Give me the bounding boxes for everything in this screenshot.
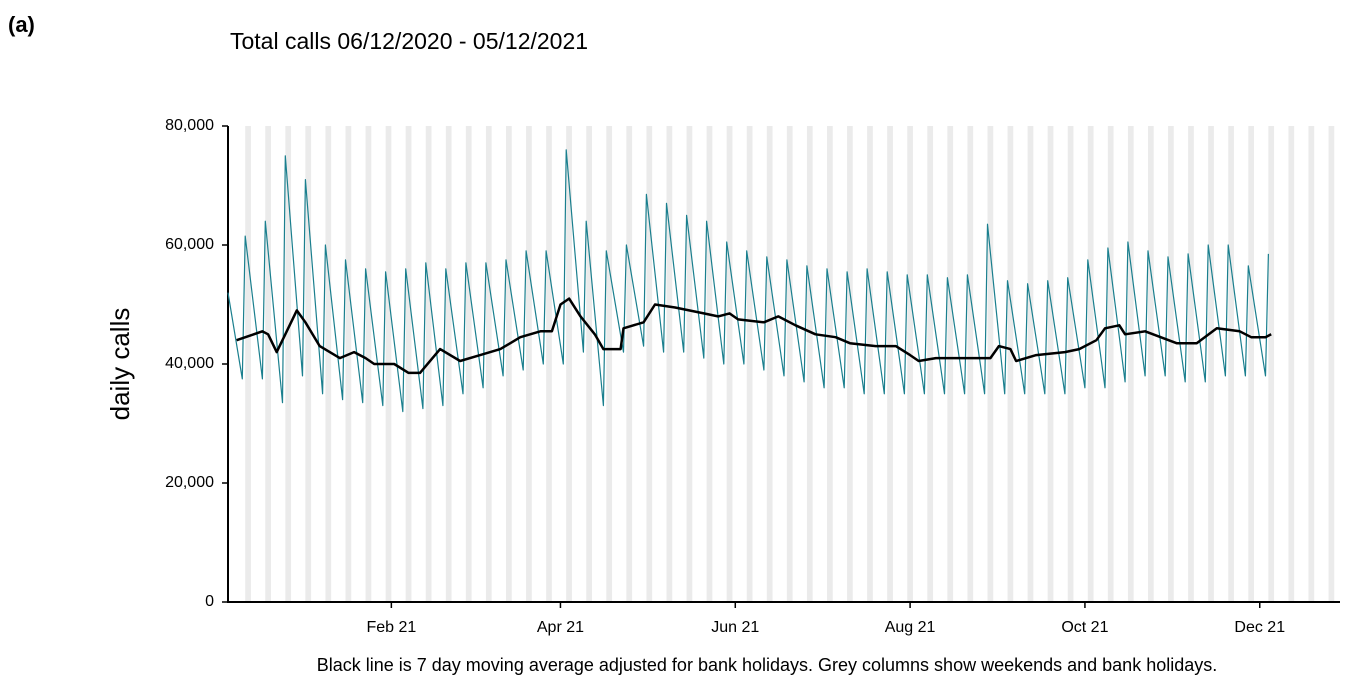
weekend-column xyxy=(445,126,452,602)
weekend-column xyxy=(766,126,773,602)
weekend-column xyxy=(746,126,753,602)
series-line xyxy=(236,297,1272,375)
x-tick-label: Aug 21 xyxy=(885,619,936,636)
x-tick-label: Feb 21 xyxy=(366,619,416,636)
weekend-column xyxy=(726,126,733,602)
weekend-column xyxy=(1087,126,1094,602)
x-tick-label: Dec 21 xyxy=(1234,619,1285,636)
weekend-column xyxy=(1007,126,1014,602)
y-tick-label: 40,000 xyxy=(165,355,214,372)
y-tick-label: 20,000 xyxy=(165,474,214,491)
weekend-column xyxy=(806,126,813,602)
weekend-column xyxy=(245,126,251,602)
plot-area: 0 20,000 40,000 60,000 80,000 Feb 21 Apr 21 Jun… xyxy=(165,117,1340,636)
weekend-column xyxy=(1248,126,1255,602)
weekend-column xyxy=(586,126,592,602)
y-tick-label: 60,000 xyxy=(165,236,214,253)
weekend-column xyxy=(987,126,994,602)
weekend-column xyxy=(1328,126,1335,602)
weekend-column xyxy=(646,126,653,602)
weekend-column xyxy=(526,126,532,602)
chart-title: Total calls 06/12/2020 - 05/12/2021 xyxy=(230,28,588,54)
weekend-column xyxy=(867,126,873,602)
weekend-column xyxy=(686,126,693,602)
weekend-column xyxy=(405,126,412,602)
weekend-columns xyxy=(245,126,1335,602)
weekend-column xyxy=(826,126,833,602)
y-tick-label: 80,000 xyxy=(165,117,214,134)
weekend-column xyxy=(847,126,853,602)
weekend-column xyxy=(305,126,312,602)
weekend-column xyxy=(666,126,673,602)
weekend-column xyxy=(947,126,954,602)
weekend-column xyxy=(1067,126,1074,602)
weekend-column xyxy=(1168,126,1174,602)
weekend-column xyxy=(506,126,512,602)
weekend-column xyxy=(1047,126,1054,602)
weekend-column xyxy=(706,126,713,602)
y-tick-label: 0 xyxy=(205,593,214,610)
weekend-column xyxy=(285,126,292,602)
weekend-column xyxy=(345,126,352,602)
weekend-column xyxy=(606,126,613,602)
weekend-column xyxy=(1127,126,1134,602)
series-line xyxy=(227,149,1269,413)
weekend-column xyxy=(265,126,271,602)
x-tick-label: Jun 21 xyxy=(711,619,759,636)
weekend-column xyxy=(1107,126,1114,602)
weekend-column xyxy=(1228,126,1234,602)
weekend-column xyxy=(626,126,633,602)
weekend-column xyxy=(786,126,793,602)
weekend-column xyxy=(887,126,893,602)
weekend-column xyxy=(907,126,913,602)
weekend-column xyxy=(1147,126,1154,602)
weekend-column xyxy=(967,126,974,602)
weekend-column xyxy=(1268,126,1275,602)
weekend-column xyxy=(1208,126,1214,602)
weekend-column xyxy=(465,126,472,602)
x-tick-label: Oct 21 xyxy=(1061,619,1108,636)
weekend-column xyxy=(927,126,934,602)
weekend-column xyxy=(1308,126,1315,602)
weekend-column xyxy=(365,126,372,602)
weekend-column xyxy=(325,126,332,602)
weekend-column xyxy=(1188,126,1194,602)
panel-label: (a) xyxy=(8,12,35,37)
y-axis-title: daily calls xyxy=(105,308,135,421)
weekend-column xyxy=(485,126,492,602)
weekend-column xyxy=(1027,126,1034,602)
weekend-column xyxy=(1288,126,1295,602)
footnote: Black line is 7 day moving average adjus… xyxy=(317,655,1218,675)
x-tick-label: Apr 21 xyxy=(537,619,584,636)
weekend-column xyxy=(566,126,572,602)
weekend-column xyxy=(546,126,552,602)
